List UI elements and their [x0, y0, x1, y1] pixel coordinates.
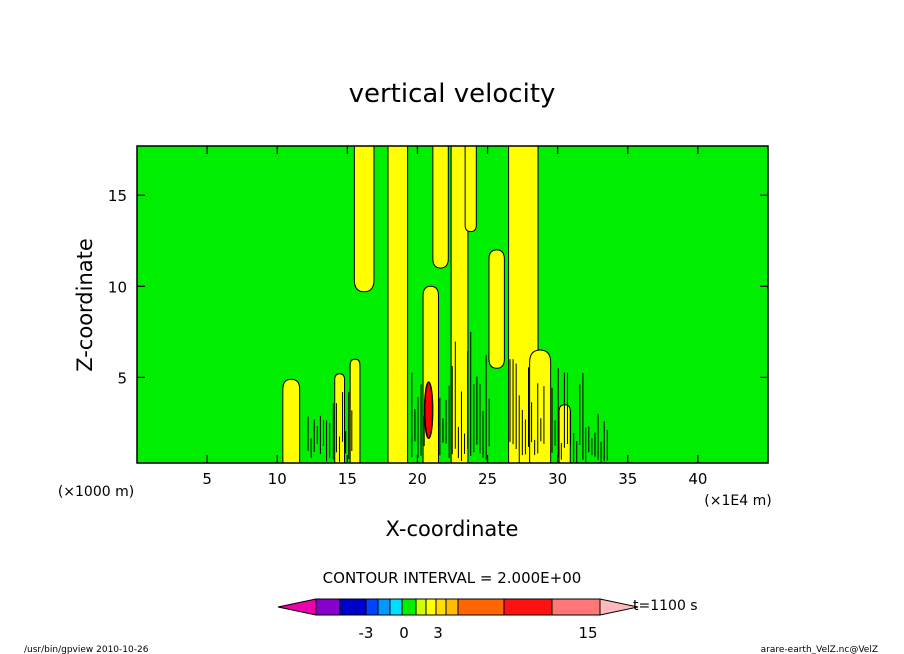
colorbar-labels: -3 0 3 15 [359, 624, 598, 642]
yellow-contour-region [282, 378, 301, 464]
x-tick-label: 15 [338, 470, 357, 488]
x-tick-label: 30 [548, 470, 567, 488]
colorbar-label: -3 [359, 624, 374, 642]
contour-ripples [307, 331, 608, 463]
colorbar-swatch [377, 598, 391, 616]
yellow-contour-region [432, 145, 449, 269]
x-unit-left: (×1000 m) [58, 484, 134, 500]
yellow-contour-region [529, 349, 552, 464]
colorbar-arrow-left [277, 598, 317, 616]
x-axis-label: X-coordinate [386, 517, 519, 541]
colorbar [277, 598, 639, 616]
yellow-contour-region [488, 249, 505, 369]
yellow-contour-region [349, 358, 361, 464]
colorbar-swatch [315, 598, 341, 616]
x-tick-label: 40 [688, 470, 707, 488]
y-axis-label: Z-coordinate [73, 238, 97, 372]
footer-left: /usr/bin/gpview 2010-10-26 [24, 645, 149, 654]
contour-interval-label: CONTOUR INTERVAL = 2.000E+00 [323, 569, 582, 587]
colorbar-swatch [445, 598, 459, 616]
colorbar-label: 0 [399, 624, 409, 642]
plot-frame [136, 145, 769, 464]
yellow-contour-region [353, 145, 375, 293]
x-axis-ticks: 5 10 15 20 25 30 35 40 [202, 146, 707, 488]
colorbar-swatch [365, 598, 379, 616]
x-tick-label: 35 [618, 470, 637, 488]
colorbar-label: 3 [433, 624, 443, 642]
x-tick-label: 20 [408, 470, 427, 488]
footer-right: arare-earth_VelZ.nc@VelZ [761, 645, 878, 654]
yellow-contour-region [387, 145, 409, 464]
colorbar-swatch [389, 598, 403, 616]
colorbar-swatch [435, 598, 447, 616]
time-label: t=1100 s [633, 598, 698, 614]
colorbar-label: 15 [578, 624, 597, 642]
colorbar-arrow-right [599, 598, 639, 616]
colorbar-swatch [425, 598, 437, 616]
colorbar-swatch [401, 598, 417, 616]
y-tick-label: 5 [117, 369, 127, 387]
colorbar-swatch [503, 598, 553, 616]
yellow-contour-region [464, 145, 477, 233]
colorbar-swatch [457, 598, 505, 616]
colorbar-swatch [551, 598, 601, 616]
x-tick-label: 10 [268, 470, 287, 488]
chart-title: vertical velocity [349, 79, 556, 109]
colorbar-swatch [415, 598, 427, 616]
y-axis-ticks: 5 10 15 [108, 187, 768, 387]
updraft-core [423, 381, 434, 439]
x-unit-right: (×1E4 m) [704, 493, 771, 509]
x-tick-label: 5 [202, 470, 212, 488]
y-tick-label: 15 [108, 187, 127, 205]
colorbar-swatch [339, 598, 367, 616]
plot-area [136, 145, 769, 464]
x-tick-label: 25 [478, 470, 497, 488]
y-tick-label: 10 [108, 278, 127, 296]
